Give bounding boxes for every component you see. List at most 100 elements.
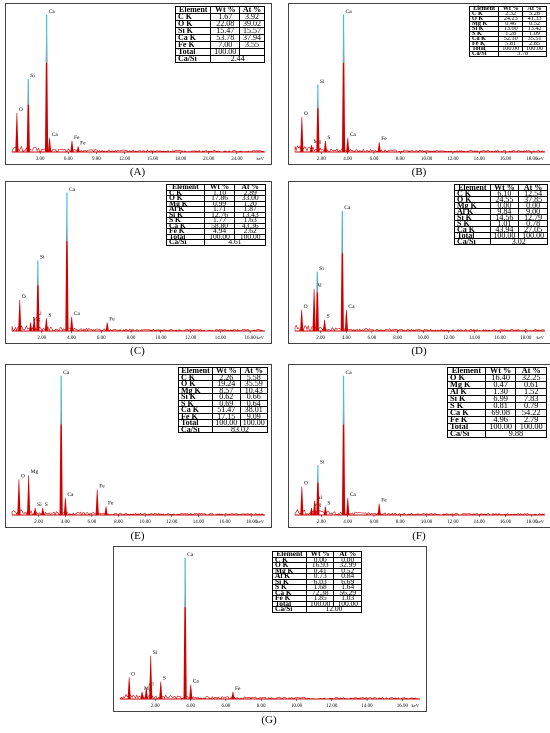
spectrum-plot: O Al Si S Ca Ca 2.00 4.00 6.00 8.00 10.00 12.00 14.0… (294, 205, 545, 341)
x-tick-label: 12.00 (119, 157, 131, 162)
x-tick-label: 14.00 (474, 520, 486, 525)
peak-o (300, 486, 304, 515)
peak-s (159, 681, 163, 699)
peak-label: Si (37, 502, 42, 508)
peak-label: Ca (346, 370, 353, 376)
peak-fe (105, 322, 109, 331)
x-tick-label: 18.00 (175, 157, 187, 162)
peak-si (316, 465, 320, 515)
table-cell: 83.02 (212, 425, 268, 433)
spectrum-baseline (294, 509, 545, 516)
x-tick-label: 4.00 (186, 704, 195, 709)
x-unit-label: keV (257, 519, 265, 524)
peak-fe (104, 506, 108, 515)
peak-s (44, 318, 48, 331)
peak-label: Fe (108, 500, 114, 506)
peak-si (316, 84, 320, 152)
panel-caption: (F) (412, 530, 426, 542)
x-tick-label: 14.00 (361, 704, 373, 709)
spectrum-plot: OMgAlSiSCaCaFe2.004.006.008.0010.0012.00… (294, 370, 545, 525)
peak-s (323, 319, 327, 331)
panel-caption: (C) (130, 345, 145, 357)
peak-label: Si (320, 459, 325, 465)
x-unit-label: keV (537, 335, 545, 340)
peak-label: Fe (381, 498, 387, 504)
peak-al (313, 500, 317, 515)
peak-ca (341, 375, 346, 515)
spectrum-plot: OMgSiSCaCaFe2.004.006.008.0010.0012.0014… (294, 9, 545, 162)
peak-label: O (21, 474, 25, 480)
x-tick-label: 2.00 (317, 157, 326, 162)
peak-fe (377, 503, 381, 515)
peak-mg (29, 322, 33, 331)
peak-label: Fe (235, 686, 241, 692)
x-tick-label: 9.00 (92, 157, 101, 162)
peak-ca (47, 138, 52, 152)
peak-mg (27, 475, 31, 515)
spectrum-panel: O Si Ca Ca Fe Fe 3.00 6.00 9.00 12.00 15.00 18.00 21… (5, 3, 272, 165)
x-tick-label: 8.00 (127, 336, 136, 341)
peak-label: Ca (346, 9, 353, 15)
spectrum-panel: O Al Si S Ca Ca 2.00 4.00 6.00 8.00 10.00 12.00 14.0… (288, 181, 550, 344)
table-cell: 2.44 (210, 55, 265, 63)
peak-al (32, 316, 36, 331)
peak-o (300, 309, 304, 331)
peak-ca (344, 309, 349, 331)
x-tick-label: 4.00 (342, 336, 351, 341)
peak-label: Si (320, 79, 325, 85)
peak-label: Ca (69, 187, 76, 193)
spectrum-baseline (11, 509, 265, 516)
panel-caption: (B) (411, 166, 427, 178)
table-cell: Ca/Si (468, 50, 500, 57)
peak-label: O (19, 107, 23, 113)
composition-table: Element Wt % At % C K 1.67 3.92 O K 22.08 39.02 S… (174, 6, 265, 63)
x-tick-label: 12.00 (447, 157, 459, 162)
peak-ca (70, 316, 74, 331)
x-tick-label: 6.00 (222, 704, 231, 709)
peak-label: O (304, 304, 308, 310)
peak-label: Si (153, 650, 158, 656)
x-tick-label: 10.00 (421, 520, 433, 525)
table-row: Mg K 0.47 0.61 (447, 380, 547, 389)
x-tick-label: 14.00 (474, 157, 486, 162)
table-row: Al K 0.73 0.84 (272, 572, 362, 580)
peak-label: Ca (63, 370, 70, 376)
peak-s (41, 507, 45, 515)
peak-si (149, 655, 153, 699)
table-cell: Ca/Si (272, 605, 307, 613)
table-cell: Mg K (166, 200, 205, 207)
x-tick-label: 12.00 (185, 336, 197, 341)
peak-label: Si (40, 255, 45, 261)
table-cell: 4.61 (203, 238, 267, 246)
composition-table: Element Wt % At % C K 6.10 12.54 O K 24.55 37.85… (454, 184, 549, 246)
x-tick-label: 16.00 (495, 336, 507, 341)
table-row: Si K 14.56 12.79 (454, 214, 548, 222)
peak-ca (346, 497, 350, 515)
x-tick-label: 10.00 (140, 520, 152, 525)
composition-table: Element Wt % At % O K 16.40 32.25 Mg K 0.47 0.61… (447, 366, 548, 438)
x-tick-label: 12.00 (326, 704, 338, 709)
table-cell: 100.00 (239, 419, 268, 427)
table-cell: Ca/Si (166, 238, 205, 246)
peak-label: Ca (49, 9, 56, 15)
x-tick-label: 2.00 (34, 520, 43, 525)
peak-label: Ca (52, 132, 59, 138)
x-tick-label: 12.00 (447, 520, 459, 525)
x-tick-label: 2.00 (316, 336, 325, 341)
table-cell: 100.00 (522, 45, 547, 52)
x-unit-label: keV (412, 703, 420, 708)
table-cell: 100.00 (518, 232, 548, 240)
x-unit-label: keV (537, 519, 545, 524)
peak-label: Fe (80, 140, 86, 146)
peak-label: Ca (344, 205, 351, 211)
spectrum-plot: OMgAlSiSCaCaFe2.004.006.008.0010.0012.00… (11, 187, 265, 341)
peak-label: Ca (67, 492, 74, 498)
x-tick-label: 16.00 (500, 157, 512, 162)
peak-label: Ca (350, 132, 357, 138)
spectrum-panel: OMgAlSiSCaCaFe2.004.006.008.0010.0012.00… (5, 181, 272, 344)
x-tick-label: 6.00 (370, 157, 379, 162)
table-ratio-row: Ca/Si 4.61 (166, 238, 267, 246)
x-tick-label: 16.00 (244, 336, 256, 341)
peak-ca (183, 557, 187, 699)
panel-caption: (A) (129, 166, 146, 178)
